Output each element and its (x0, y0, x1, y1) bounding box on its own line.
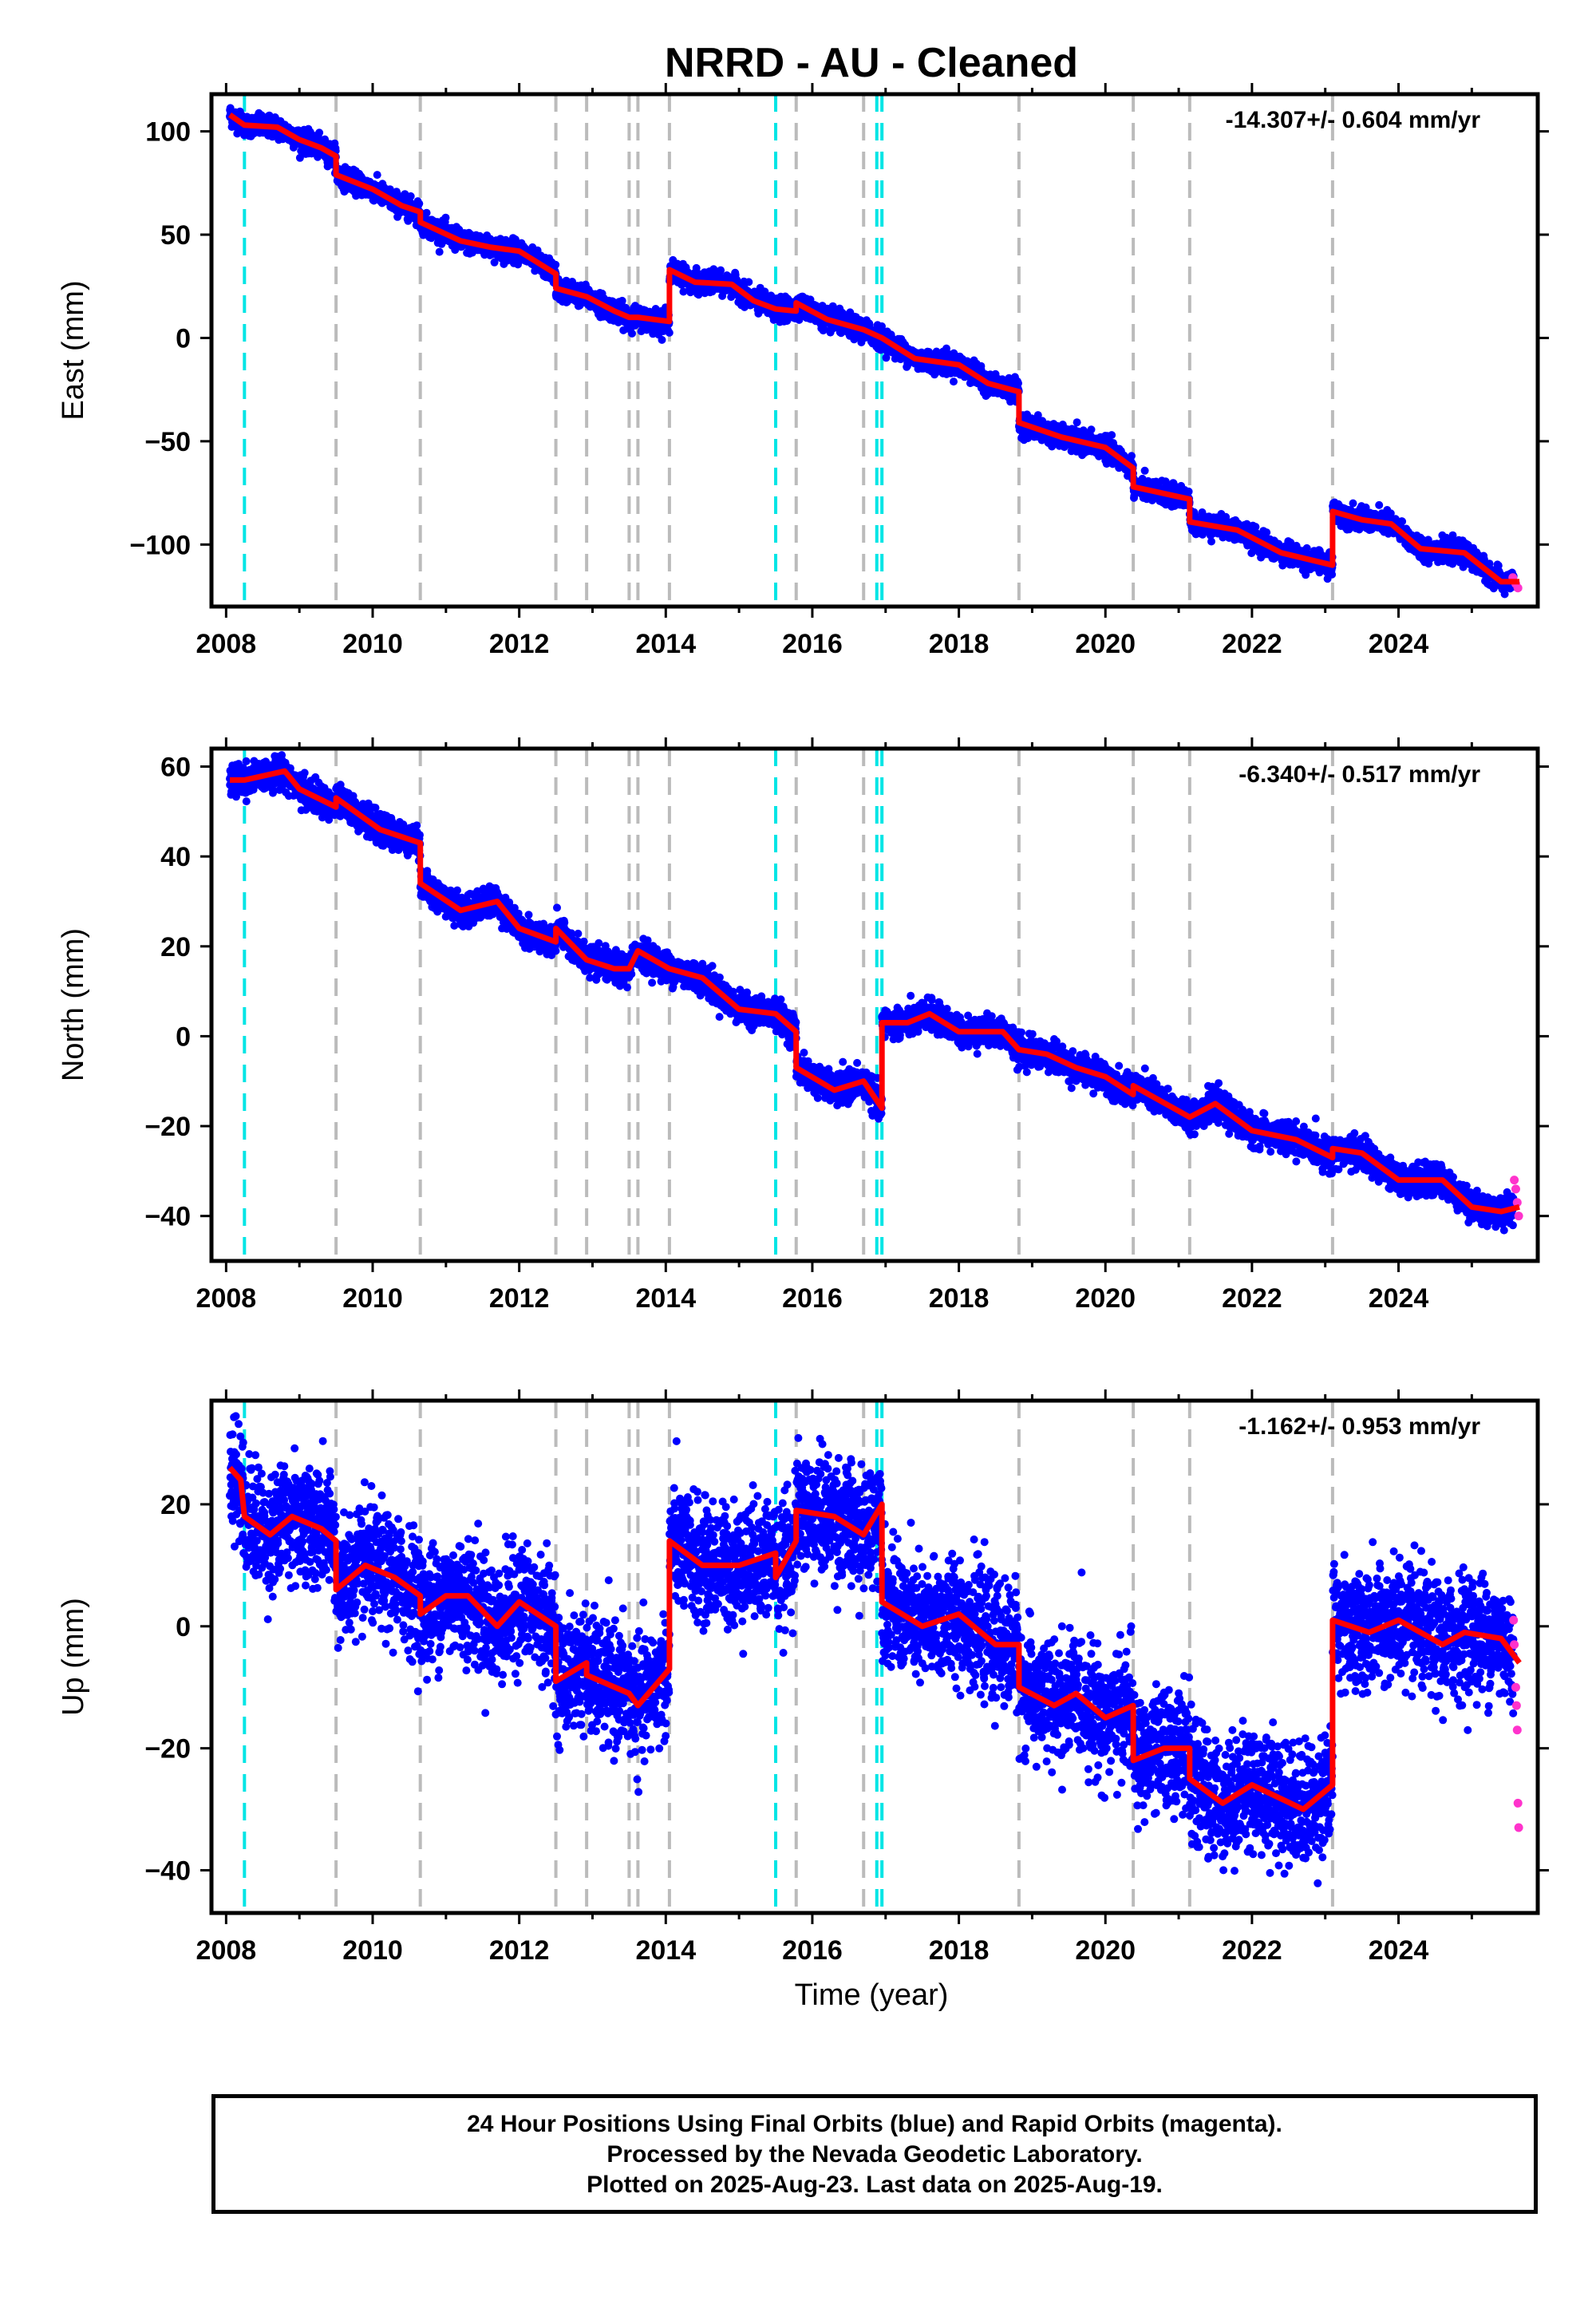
final-orbit-point (709, 265, 718, 274)
final-orbit-point (1140, 466, 1149, 475)
final-orbit-point (1128, 452, 1136, 460)
panel-east: 2008 2010 2012 2014 2016 2018 2020 2022 20241005… (57, 83, 1549, 659)
final-orbit-point (1073, 418, 1081, 427)
final-orbit-point (1087, 425, 1096, 434)
final-orbit-point (422, 208, 431, 217)
final-orbit-point (665, 328, 674, 337)
final-orbit-point (315, 128, 324, 137)
final-orbit-point (760, 287, 769, 296)
final-orbit-point (551, 260, 560, 269)
final-orbit-point (692, 263, 701, 272)
final-orbit-point (717, 266, 725, 275)
final-orbit-point (618, 296, 626, 305)
final-orbit-point (406, 192, 415, 200)
final-orbit-point (1108, 431, 1116, 440)
final-orbit-point (628, 329, 636, 338)
final-orbit-point (745, 278, 753, 287)
final-orbit-point (950, 377, 958, 386)
final-orbit-point (373, 171, 381, 180)
final-orbit-point (1207, 537, 1215, 546)
final-orbit-point (435, 247, 444, 256)
plot-area-east (226, 94, 1523, 607)
final-orbit-point (490, 258, 499, 267)
final-orbit-point (511, 235, 519, 243)
final-orbit-point (1184, 487, 1193, 496)
final-orbit-point (415, 200, 424, 208)
chart-title: NRRD - AU - Cleaned (665, 40, 1078, 86)
final-orbit-point (658, 335, 666, 344)
final-orbit-point (295, 153, 304, 162)
final-orbit-point (441, 213, 450, 222)
